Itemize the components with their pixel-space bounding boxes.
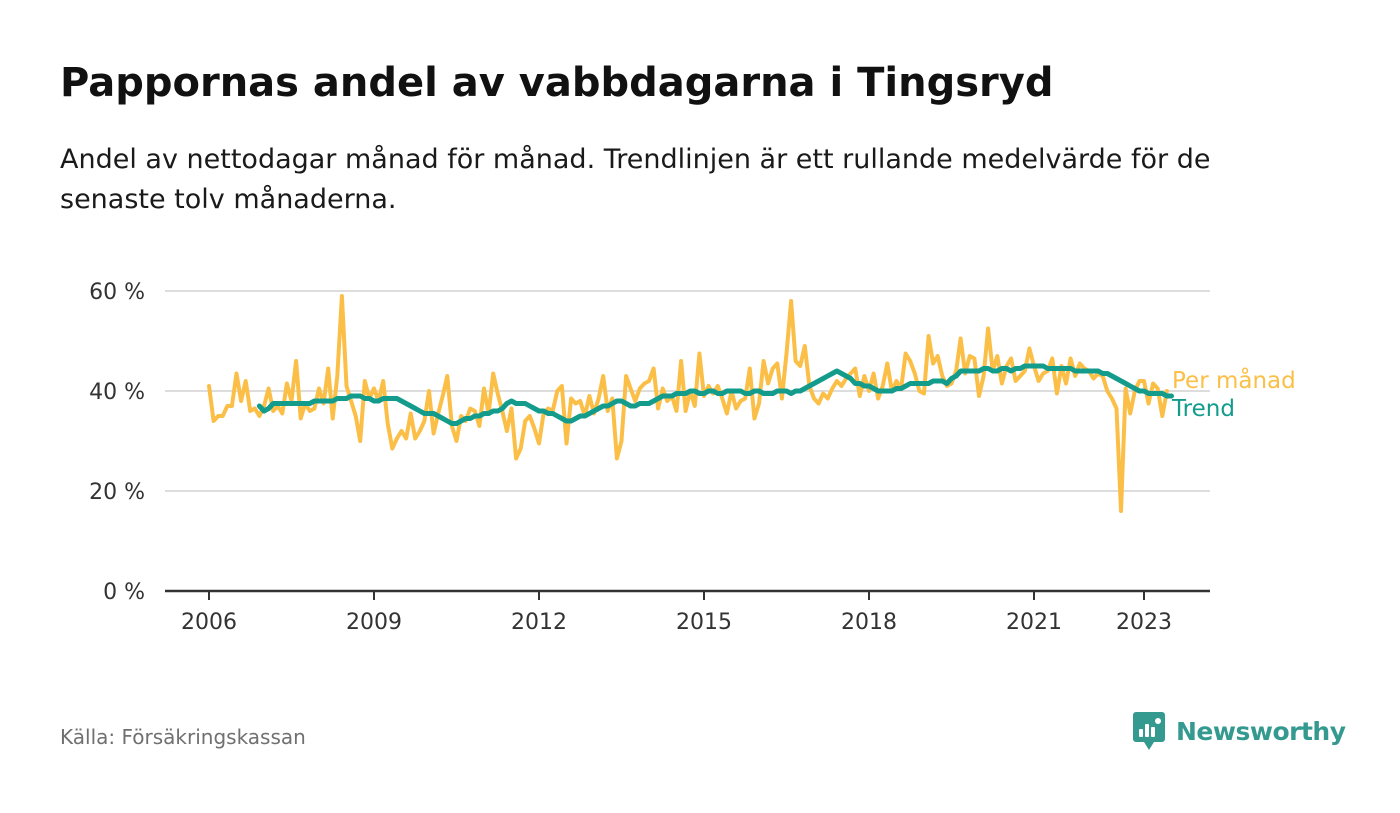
y-tick-label: 40 % bbox=[89, 380, 145, 405]
chart-subtitle: Andel av nettodagar månad för månad. Tre… bbox=[60, 144, 1211, 215]
source-note: Källa: Försäkringskassan bbox=[60, 725, 306, 749]
newsworthy-logo: Newsworthy bbox=[1132, 711, 1346, 751]
x-tick-label: 2023 bbox=[1116, 610, 1172, 635]
x-tick-label: 2021 bbox=[1006, 610, 1062, 635]
series-line-trend bbox=[256, 363, 1174, 426]
x-tick-label: 2012 bbox=[511, 610, 567, 635]
y-tick-label: 0 % bbox=[103, 580, 145, 605]
x-tick-label: 2018 bbox=[841, 610, 897, 635]
x-tick-label: 2006 bbox=[181, 610, 237, 635]
chart-title: Pappornas andel av vabbdagarna i Tingsry… bbox=[60, 60, 1054, 106]
y-tick-label: 20 % bbox=[89, 480, 145, 505]
y-tick-label: 60 % bbox=[89, 280, 145, 305]
newsworthy-logo-icon bbox=[1133, 712, 1165, 750]
brand-name: Newsworthy bbox=[1176, 716, 1346, 746]
series-label-per-manad: Per månad bbox=[1172, 366, 1296, 394]
series-line-per-manad bbox=[207, 294, 1169, 513]
x-tick-label: 2009 bbox=[346, 610, 402, 635]
x-tick-label: 2015 bbox=[676, 610, 732, 635]
series-label-trend: Trend bbox=[1171, 396, 1235, 422]
